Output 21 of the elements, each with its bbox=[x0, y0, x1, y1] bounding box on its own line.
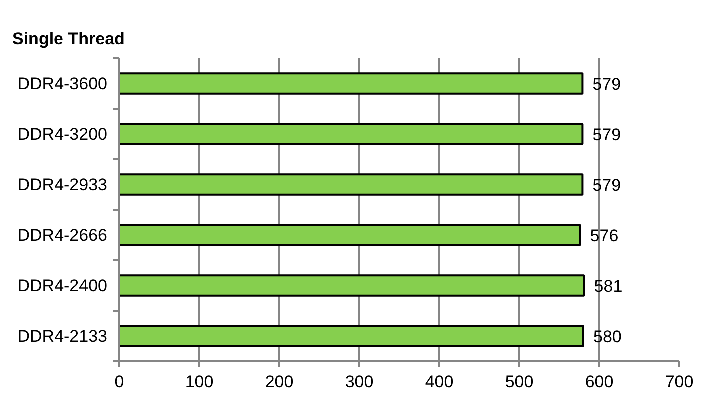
y-tick-label: DDR4-3200 bbox=[18, 124, 108, 144]
data-label: 581 bbox=[594, 276, 623, 296]
data-label: 576 bbox=[590, 226, 619, 246]
x-tick-label: 100 bbox=[185, 372, 214, 392]
x-tick-label: 200 bbox=[265, 372, 294, 392]
data-label: 579 bbox=[592, 125, 622, 144]
x-tick-label: 300 bbox=[345, 372, 374, 392]
y-tick-label: DDR4-2666 bbox=[18, 226, 108, 245]
x-tick-label: 600 bbox=[585, 372, 614, 392]
chart-title: Single Thread bbox=[12, 30, 125, 48]
data-label: 579 bbox=[592, 74, 622, 94]
x-tick-label: 0 bbox=[114, 372, 124, 392]
data-label: 579 bbox=[592, 176, 622, 195]
x-tick-label: 700 bbox=[665, 372, 694, 392]
y-tick-label: DDR4-2933 bbox=[18, 175, 108, 194]
data-label: 580 bbox=[594, 327, 622, 346]
y-tick-label: DDR4-2400 bbox=[18, 276, 108, 296]
x-tick-label: 400 bbox=[425, 372, 454, 392]
y-tick-label: DDR4-2133 bbox=[18, 326, 108, 346]
x-tick-label: 500 bbox=[505, 372, 534, 392]
y-tick-label: DDR4-3600 bbox=[18, 74, 108, 94]
